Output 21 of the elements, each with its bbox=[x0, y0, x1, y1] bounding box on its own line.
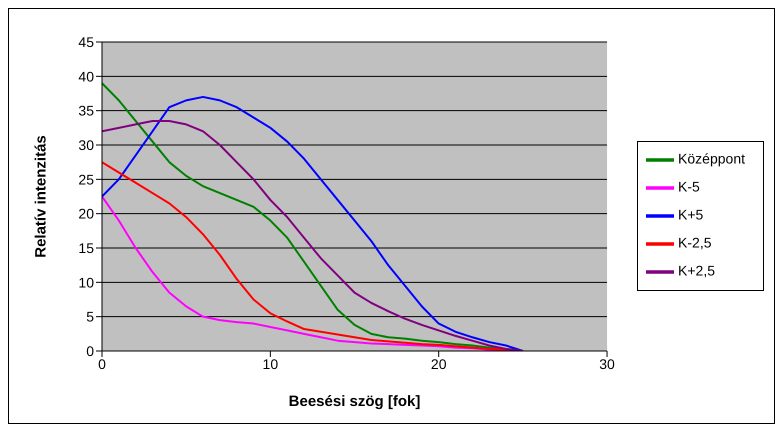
y-tick-label: 40 bbox=[78, 68, 94, 84]
legend-label: K-2,5 bbox=[678, 234, 712, 251]
x-axis-title: Beesési szög [fok] bbox=[288, 393, 420, 410]
y-tick-label: 10 bbox=[78, 274, 94, 290]
y-tick-label: 0 bbox=[86, 342, 94, 359]
x-tick-label: 20 bbox=[430, 356, 447, 372]
y-axis-title: Relatív intenzitás bbox=[32, 135, 50, 258]
y-tick-label: 45 bbox=[78, 34, 94, 50]
x-tick-label: 30 bbox=[599, 356, 616, 372]
legend-label: K+5 bbox=[678, 206, 704, 223]
y-tick-label: 20 bbox=[78, 206, 94, 222]
y-tick-label: 35 bbox=[78, 102, 94, 119]
y-tick-label: 25 bbox=[78, 171, 94, 188]
legend-label: K-5 bbox=[678, 178, 700, 195]
legend-label: K+2,5 bbox=[678, 262, 716, 279]
x-tick-label: 10 bbox=[262, 356, 278, 372]
y-tick-label: 5 bbox=[86, 308, 94, 325]
y-tick-label: 15 bbox=[78, 240, 94, 256]
y-tick-label: 30 bbox=[78, 136, 94, 153]
legend-label: Középpont bbox=[678, 150, 745, 167]
x-tick-label: 0 bbox=[98, 356, 106, 372]
